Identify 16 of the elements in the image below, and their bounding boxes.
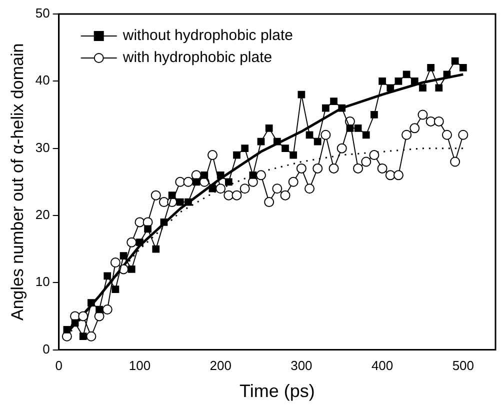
x-tick-label: 500: [452, 358, 474, 374]
y-axis-title: Angles number out of α-helix domain: [8, 43, 27, 321]
y-tick-label: 20: [35, 207, 50, 222]
x-tick-label: 0: [55, 358, 62, 374]
x-tick-label: 200: [210, 358, 232, 374]
legend-label: without hydrophobic plate: [122, 27, 293, 44]
y-tick-label: 30: [35, 140, 50, 155]
y-tick-label: 10: [35, 274, 50, 290]
x-tick-label: 300: [290, 358, 312, 374]
x-axis-title: Time (ps): [240, 381, 315, 402]
legend-label: with hydrophobic plate: [122, 49, 272, 66]
y-tick-label: 40: [35, 72, 50, 88]
x-tick-label: 100: [128, 358, 151, 374]
x-tick-label: 400: [371, 358, 394, 374]
y-tick-label: 50: [35, 6, 50, 21]
y-tick-label: 0: [42, 341, 50, 356]
